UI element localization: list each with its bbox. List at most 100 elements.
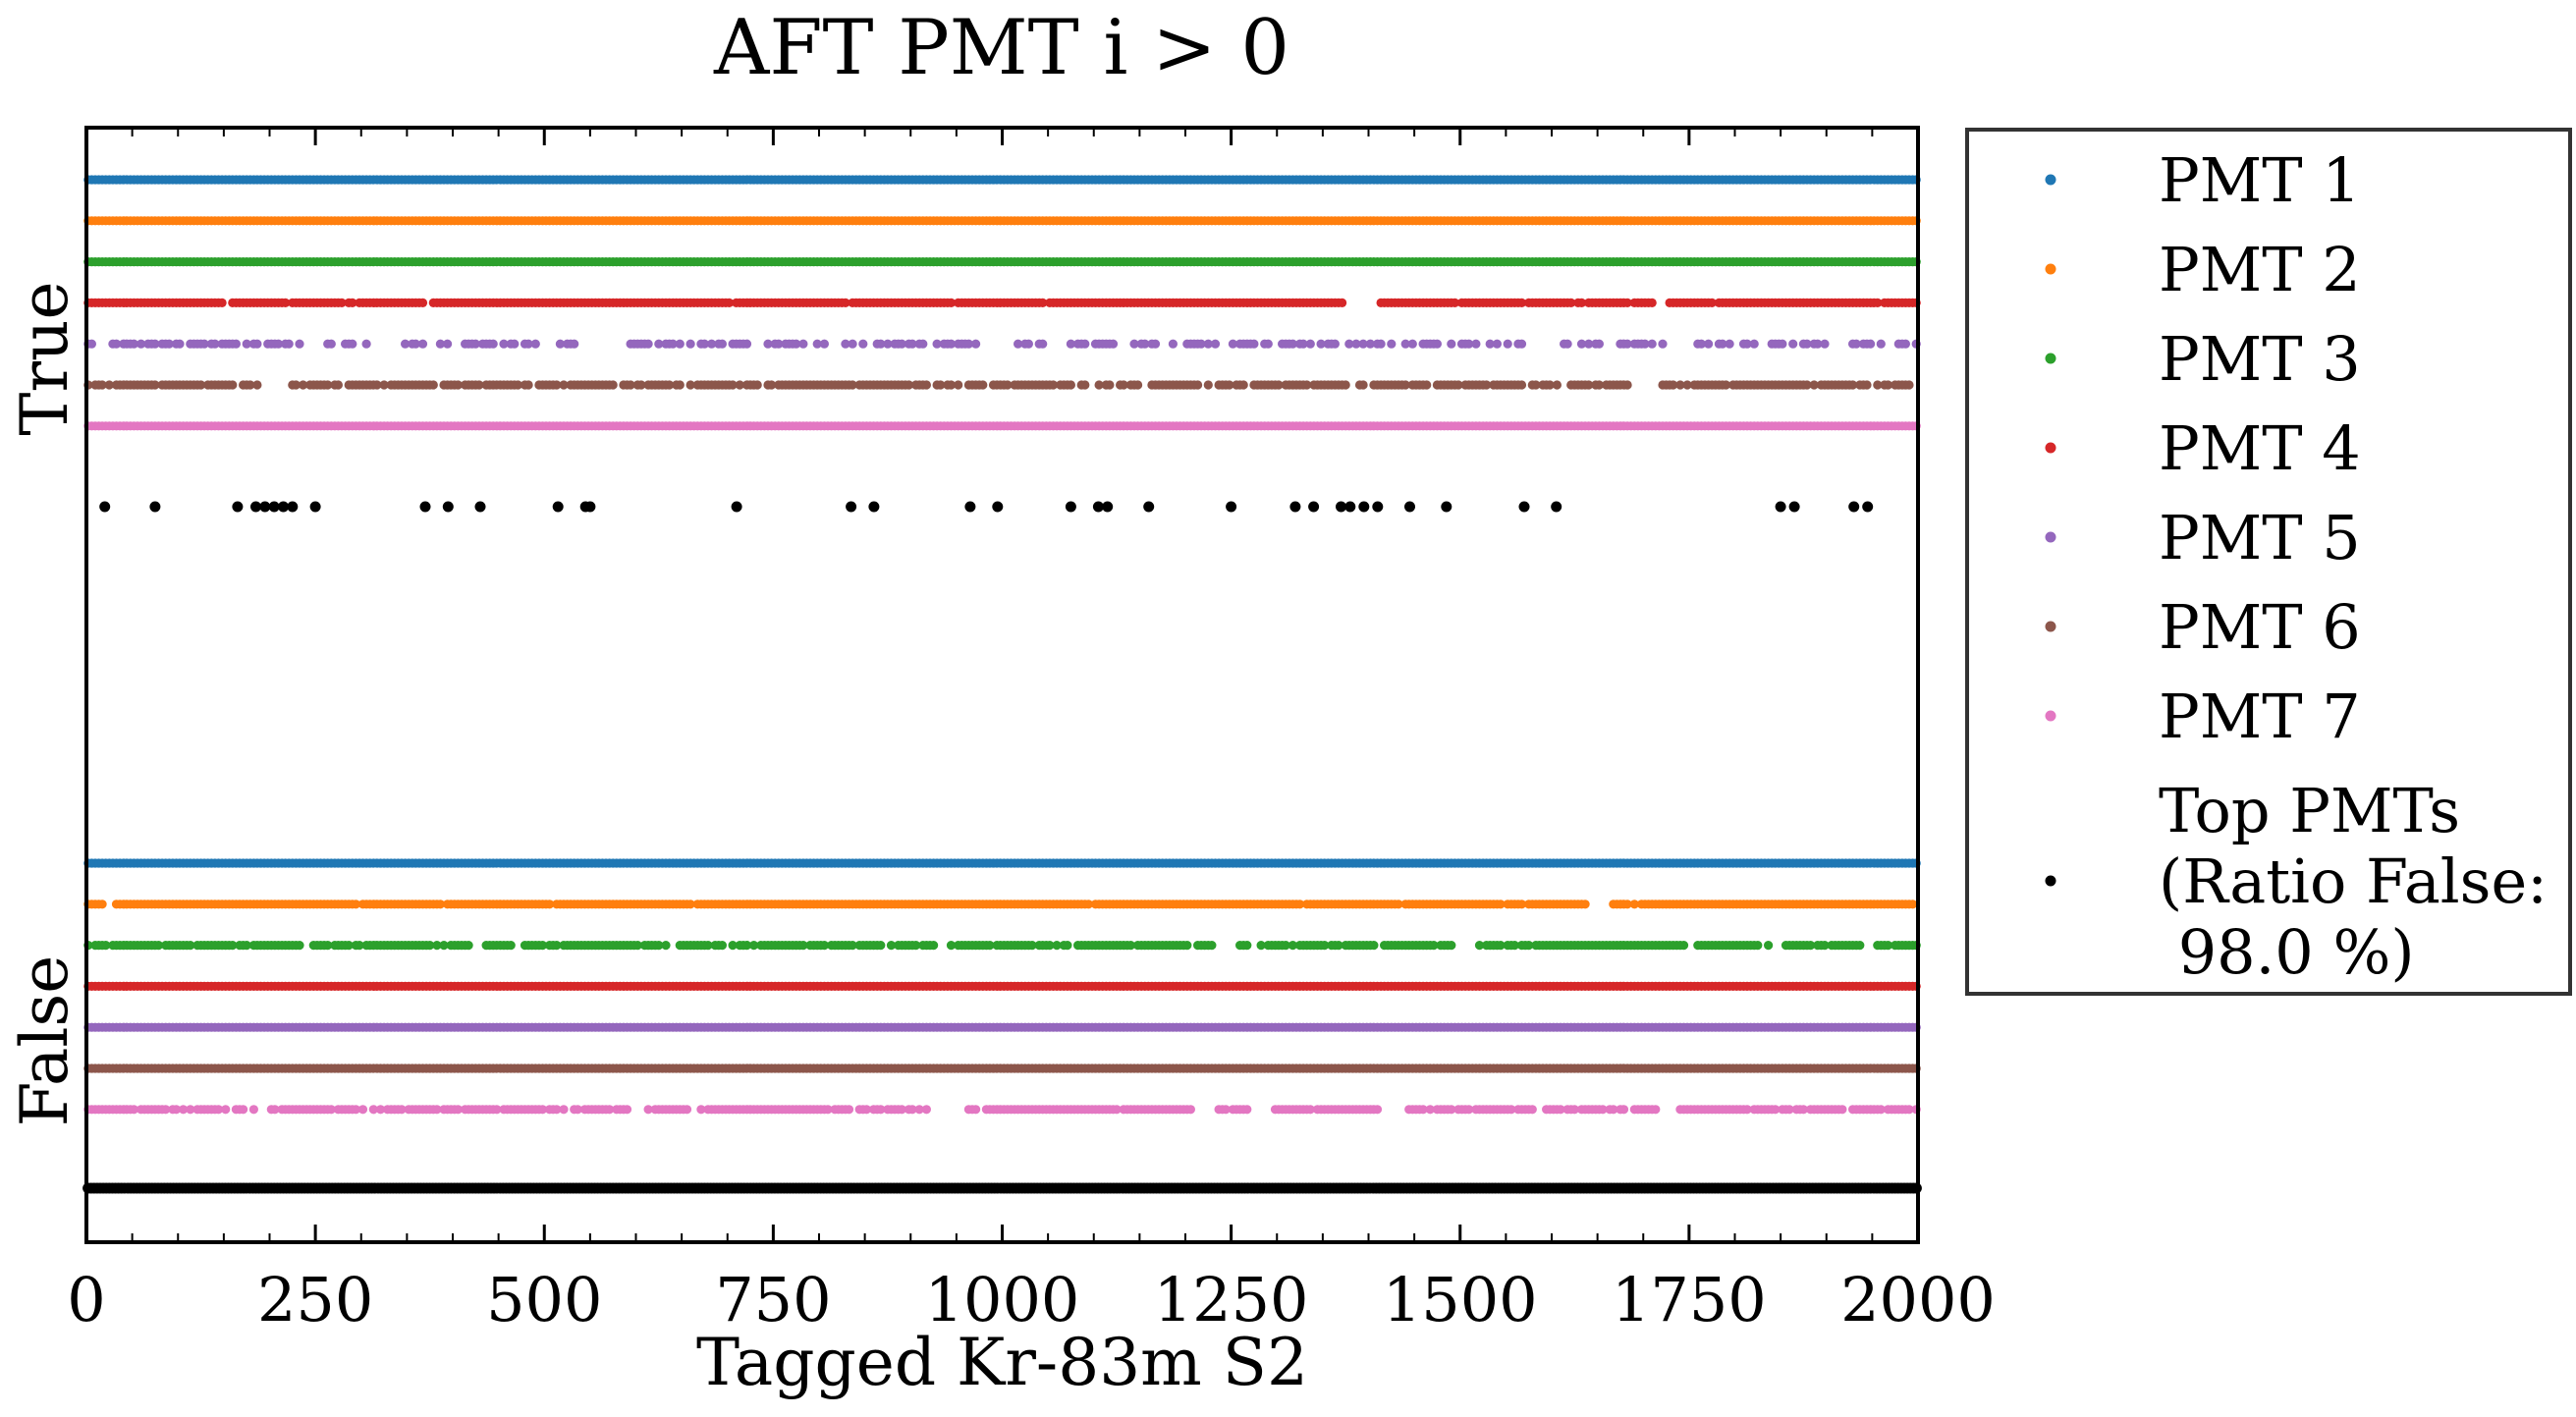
pmt-6-true-point xyxy=(228,380,238,390)
pmt-5-true-point xyxy=(86,339,96,349)
pmt-5-true-point xyxy=(1788,339,1798,349)
pmt-5-true-point xyxy=(1594,339,1604,349)
pmt-5-true-point xyxy=(1876,339,1886,349)
pmt-5-true-point xyxy=(1820,339,1830,349)
pmt-5-true-point xyxy=(685,339,695,349)
pmt-3-false-point xyxy=(1182,941,1192,951)
pmt-5-true-point xyxy=(326,339,336,349)
pmt-6-true-point xyxy=(1133,380,1143,390)
pmt-5-true-point xyxy=(971,339,981,349)
pmt-3-false-point xyxy=(464,941,473,951)
pmt-2-false-point xyxy=(1394,899,1403,909)
pmt-6-true-point xyxy=(333,380,343,390)
pmt-2-false-point xyxy=(1908,899,1918,909)
pmt-2-false-point xyxy=(545,899,555,909)
pmt-3-false-point xyxy=(1242,941,1252,951)
data-points xyxy=(82,175,1922,1194)
pmt-6-true-point xyxy=(1105,380,1115,390)
pmt-5-true-point xyxy=(1704,339,1714,349)
pmt-4-true-point xyxy=(417,298,428,307)
pmt-3-false-point xyxy=(717,941,728,951)
pmt-5-true-point xyxy=(858,339,868,349)
pmt-5-true-point xyxy=(361,339,371,349)
pmt-3-false-point xyxy=(1764,941,1774,951)
pmt-3-false-point xyxy=(1369,941,1379,951)
pmt-5-true-point xyxy=(1376,339,1386,349)
pmt-5-true-point xyxy=(798,339,808,349)
pmt-5-true-point xyxy=(1150,339,1161,349)
pmt-2-false-point xyxy=(1580,899,1590,909)
pmt-5-true-point xyxy=(510,339,520,349)
pmt-5-true-point xyxy=(1038,339,1048,349)
pmt-5-true-point xyxy=(1866,339,1876,349)
pmt-5-true-point xyxy=(1263,339,1273,349)
pmt-2-false-point xyxy=(1496,899,1506,909)
pmt-6-true-point xyxy=(954,380,963,390)
pmt-5-true-point xyxy=(488,339,498,349)
pmt-5-true-point xyxy=(1387,339,1397,349)
pmt-5-true-point xyxy=(1503,339,1512,349)
pmt-5-true-point xyxy=(1023,339,1033,349)
pmt-2-false-point xyxy=(1083,899,1093,909)
pmt-5-true-point xyxy=(717,339,728,349)
pmt-2-false-point xyxy=(1629,899,1639,909)
pmt-5-true-point xyxy=(675,339,685,349)
pmt-2-false-point xyxy=(351,899,360,909)
pmt-5-true-point xyxy=(1305,339,1315,349)
pmt-5-true-point xyxy=(1471,339,1481,349)
pmt-2-false-point xyxy=(435,899,445,909)
pmt-4-true-point xyxy=(217,298,227,307)
pmt-6-true-point xyxy=(608,380,618,390)
pmt-5-true-point xyxy=(570,339,579,349)
pmt-5-true-point xyxy=(252,339,262,349)
pmt-6-true-point xyxy=(978,380,988,390)
pmt-6-true-point xyxy=(1080,380,1090,390)
plot-area xyxy=(82,126,1922,1244)
pmt-5-true-point xyxy=(417,339,428,349)
pmt-5-true-point xyxy=(918,339,928,349)
chart-title: AFT PMT i > 0 xyxy=(713,4,1289,92)
pmt-3-false-point xyxy=(1207,941,1217,951)
pmt-5-true-point xyxy=(1562,339,1572,349)
pmt-3-false-point xyxy=(1678,941,1689,951)
pmt-4-true-point xyxy=(1338,298,1347,307)
pmt-3-false-point xyxy=(876,941,886,951)
pmt-6-true-point xyxy=(1066,380,1075,390)
pmt-5-true-point xyxy=(1725,339,1734,349)
pmt-5-true-point xyxy=(1080,339,1090,349)
pmt-2-false-point xyxy=(1295,899,1305,909)
pmt-3-false-point xyxy=(929,941,939,951)
pmt-6-true-point xyxy=(428,380,438,390)
pmt-6-true-point xyxy=(921,380,932,390)
pmt-5-true-point xyxy=(643,339,653,349)
pmt-5-true-point xyxy=(1249,339,1259,349)
pmt-4-true-point xyxy=(1647,298,1657,307)
pmt-5-true-point xyxy=(1516,339,1527,349)
pmt-2-false-point xyxy=(97,899,107,909)
pmt-5-true-point xyxy=(284,339,294,349)
pmt-3-false-point xyxy=(506,941,516,951)
pmt-5-true-point xyxy=(1647,339,1657,349)
pmt-6-true-point xyxy=(252,380,262,390)
pmt-5-true-point xyxy=(530,339,540,349)
pmt-5-true-point xyxy=(1447,339,1456,349)
pmt-2-false-point xyxy=(1622,899,1632,909)
pmt-3-false-point xyxy=(295,941,304,951)
pmt-5-true-point xyxy=(1900,339,1910,349)
pmt-6-true-point xyxy=(752,380,762,390)
pmt-5-true-point xyxy=(1407,339,1417,349)
pmt-3-false-point xyxy=(1063,941,1072,951)
pmt-5-true-point xyxy=(443,339,453,349)
pmt-5-true-point xyxy=(1108,339,1119,349)
pmt-2-false-point xyxy=(1516,899,1527,909)
pmt-5-true-point xyxy=(1210,339,1221,349)
pmt-5-true-point xyxy=(1492,339,1502,349)
pmt-5-true-point xyxy=(848,339,857,349)
pmt-5-true-point xyxy=(175,339,185,349)
pmt-5-true-point xyxy=(1658,339,1668,349)
pmt-2-false-point xyxy=(685,899,695,909)
pmt-5-true-point xyxy=(348,339,357,349)
pmt-5-true-point xyxy=(231,339,241,349)
pmt-6-true-point xyxy=(523,380,533,390)
pmt-3-false-point xyxy=(661,941,671,951)
